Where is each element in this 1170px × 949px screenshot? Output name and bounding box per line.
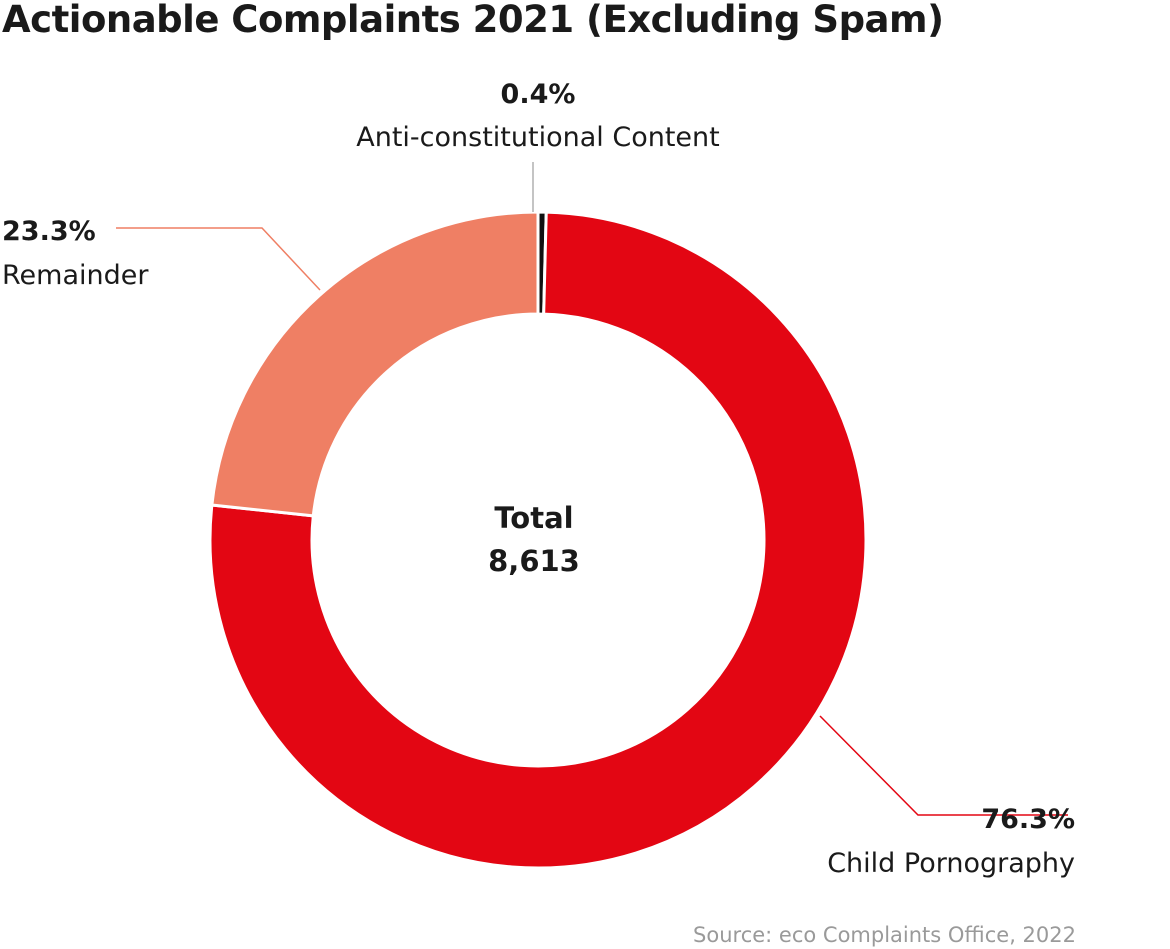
slice-label-child-pornography: Child Pornography [827,848,1075,879]
slice-value-child-pornography: 76.3% [981,804,1075,835]
slice-value-anti-constitutional: 0.4% [501,79,576,110]
leader-line-child-pornography [819,715,1068,816]
donut-slices [208,210,868,870]
source-note: Source: eco Complaints Office, 2022 [693,923,1076,947]
slice-label-anti-constitutional: Anti-constitutional Content [356,122,719,153]
center-total-label: Total [494,501,573,535]
center-total-value: 8,613 [488,544,580,578]
leader-line-remainder [116,227,321,291]
slice-label-remainder: Remainder [2,260,149,291]
donut-slice-remainder [210,210,540,518]
slice-value-remainder: 23.3% [2,216,96,247]
donut-slice-child-pornography [208,210,868,870]
chart-title: Actionable Complaints 2021 (Excluding Sp… [2,0,944,41]
